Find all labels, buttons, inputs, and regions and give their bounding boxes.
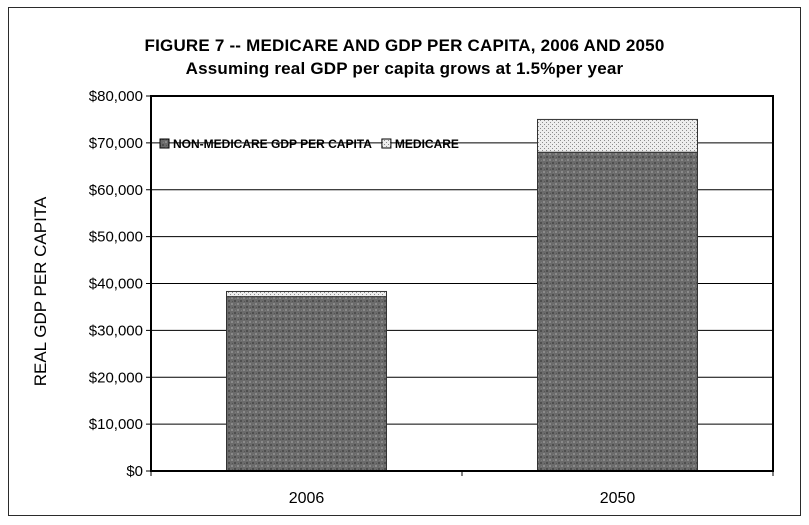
x-tick-label: 2050 — [600, 490, 636, 507]
bar-non-medicare-2050 — [537, 151, 698, 472]
y-tick-label: $0 — [126, 463, 143, 480]
x-tick-label: 2006 — [289, 490, 325, 507]
bar-medicare-2050 — [537, 118, 698, 153]
y-axis-label: REAL GDP PER CAPITA — [31, 196, 50, 386]
legend-label: NON-MEDICARE GDP PER CAPITA — [173, 137, 372, 151]
y-tick-label: $10,000 — [89, 416, 143, 433]
chart-subtitle: Assuming real GDP per capita grows at 1.… — [185, 59, 624, 78]
chart-title: FIGURE 7 -- MEDICARE AND GDP PER CAPITA,… — [144, 36, 665, 55]
y-tick-label: $40,000 — [89, 276, 143, 293]
bar-medicare-2006 — [226, 290, 387, 298]
axes: $0 $10,000 $20,000 $30,000 $40,000 $50,000 $60… — [89, 88, 774, 507]
legend-label: MEDICARE — [395, 137, 459, 151]
bar-non-medicare-2006 — [226, 296, 387, 472]
y-tick-label: $80,000 — [89, 88, 143, 105]
y-tick-label: $60,000 — [89, 182, 143, 199]
legend-swatch-medicare — [381, 138, 392, 149]
legend-swatch-non-medicare — [159, 138, 170, 149]
y-tick-label: $30,000 — [89, 322, 143, 339]
legend: NON-MEDICARE GDP PER CAPITA MEDICARE — [159, 137, 459, 151]
y-tick-label: $70,000 — [89, 135, 143, 152]
y-tick-label: $50,000 — [89, 229, 143, 246]
y-tick-label: $20,000 — [89, 369, 143, 386]
bars — [226, 118, 698, 472]
